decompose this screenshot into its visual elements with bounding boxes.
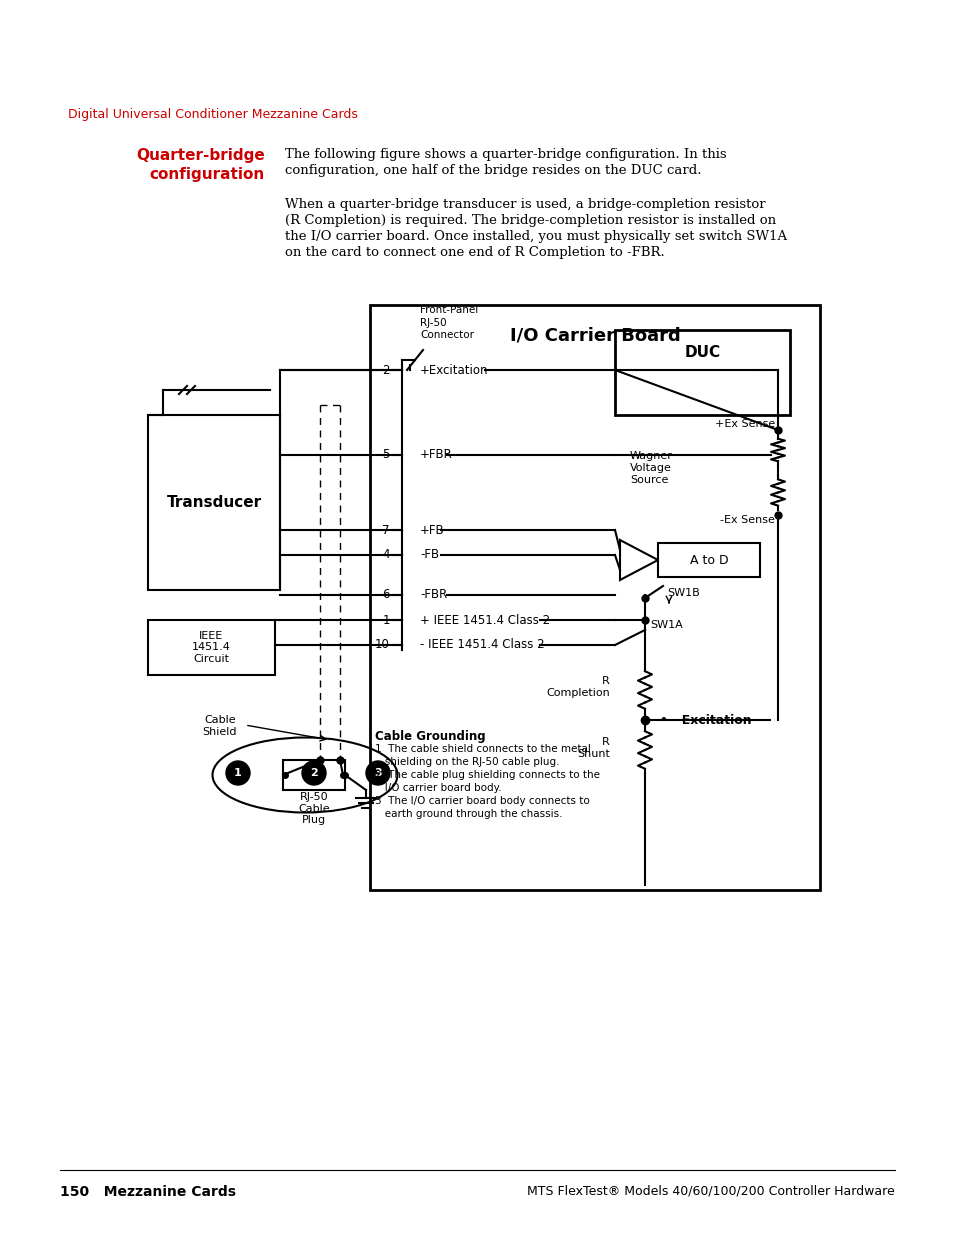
Text: Digital Universal Conditioner Mezzanine Cards: Digital Universal Conditioner Mezzanine … xyxy=(68,107,357,121)
Text: 7: 7 xyxy=(382,524,390,536)
Text: +FB: +FB xyxy=(419,524,444,536)
Text: -Ex Sense: -Ex Sense xyxy=(720,515,774,525)
Text: IEEE
1451.4
Circuit: IEEE 1451.4 Circuit xyxy=(192,631,231,664)
Text: +FBR: +FBR xyxy=(419,448,453,462)
Text: Wagner
Voltage
Source: Wagner Voltage Source xyxy=(629,452,672,484)
Text: 6: 6 xyxy=(382,589,390,601)
Text: 150   Mezzanine Cards: 150 Mezzanine Cards xyxy=(60,1186,235,1199)
Text: The following figure shows a quarter-bridge configuration. In this: The following figure shows a quarter-bri… xyxy=(285,148,726,161)
Circle shape xyxy=(302,761,326,785)
Text: Transducer: Transducer xyxy=(166,495,261,510)
Text: 2  The cable plug shielding connects to the: 2 The cable plug shielding connects to t… xyxy=(375,769,599,781)
Text: 4: 4 xyxy=(382,548,390,562)
Text: 10: 10 xyxy=(375,638,390,652)
Text: 1: 1 xyxy=(382,614,390,626)
Text: shielding on the RJ-50 cable plug.: shielding on the RJ-50 cable plug. xyxy=(375,757,558,767)
Text: Quarter-bridge: Quarter-bridge xyxy=(136,148,265,163)
Text: 2: 2 xyxy=(382,363,390,377)
Text: 2: 2 xyxy=(310,768,317,778)
Text: the I/O carrier board. Once installed, you must physically set switch SW1A: the I/O carrier board. Once installed, y… xyxy=(285,230,786,243)
Text: 5: 5 xyxy=(382,448,390,462)
Text: 3: 3 xyxy=(374,768,381,778)
Text: A to D: A to D xyxy=(689,553,727,567)
Circle shape xyxy=(226,761,250,785)
Text: 1  The cable shield connects to the metal: 1 The cable shield connects to the metal xyxy=(375,743,590,755)
Text: on the card to connect one end of R Completion to -FBR.: on the card to connect one end of R Comp… xyxy=(285,246,664,259)
Text: I/O Carrier Board: I/O Carrier Board xyxy=(509,327,679,345)
Text: + IEEE 1451.4 Class 2: + IEEE 1451.4 Class 2 xyxy=(419,614,550,626)
Text: SW1A: SW1A xyxy=(649,620,682,630)
Text: configuration: configuration xyxy=(150,167,265,182)
Text: +Ex Sense: +Ex Sense xyxy=(714,419,774,429)
Text: -FBR: -FBR xyxy=(419,589,447,601)
Text: (R Completion) is required. The bridge-completion resistor is installed on: (R Completion) is required. The bridge-c… xyxy=(285,214,776,227)
Text: When a quarter-bridge transducer is used, a bridge-completion resistor: When a quarter-bridge transducer is used… xyxy=(285,198,765,211)
Text: DUC: DUC xyxy=(683,345,720,359)
Text: - IEEE 1451.4 Class 2: - IEEE 1451.4 Class 2 xyxy=(419,638,544,652)
Text: -FB: -FB xyxy=(419,548,438,562)
Text: 1: 1 xyxy=(233,768,242,778)
Text: Front-Panel
RJ-50
Connector: Front-Panel RJ-50 Connector xyxy=(419,305,477,340)
Text: configuration, one half of the bridge resides on the DUC card.: configuration, one half of the bridge re… xyxy=(285,164,700,177)
Text: SW1B: SW1B xyxy=(666,588,699,598)
Text: Cable
Shield: Cable Shield xyxy=(203,715,237,737)
Text: Cable Grounding: Cable Grounding xyxy=(375,730,485,743)
Text: RJ-50
Cable
Plug: RJ-50 Cable Plug xyxy=(298,792,330,825)
Text: R
Shunt: R Shunt xyxy=(577,737,609,758)
Text: I/O carrier board body.: I/O carrier board body. xyxy=(375,783,501,793)
Text: • - Excitation: • - Excitation xyxy=(659,714,751,726)
Text: R
Completion: R Completion xyxy=(546,677,609,698)
Text: 3  The I/O carrier board body connects to: 3 The I/O carrier board body connects to xyxy=(375,797,589,806)
Text: +Excitation: +Excitation xyxy=(419,363,488,377)
Text: MTS FlexTest® Models 40/60/100/200 Controller Hardware: MTS FlexTest® Models 40/60/100/200 Contr… xyxy=(527,1186,894,1198)
Circle shape xyxy=(366,761,390,785)
Text: earth ground through the chassis.: earth ground through the chassis. xyxy=(375,809,562,819)
